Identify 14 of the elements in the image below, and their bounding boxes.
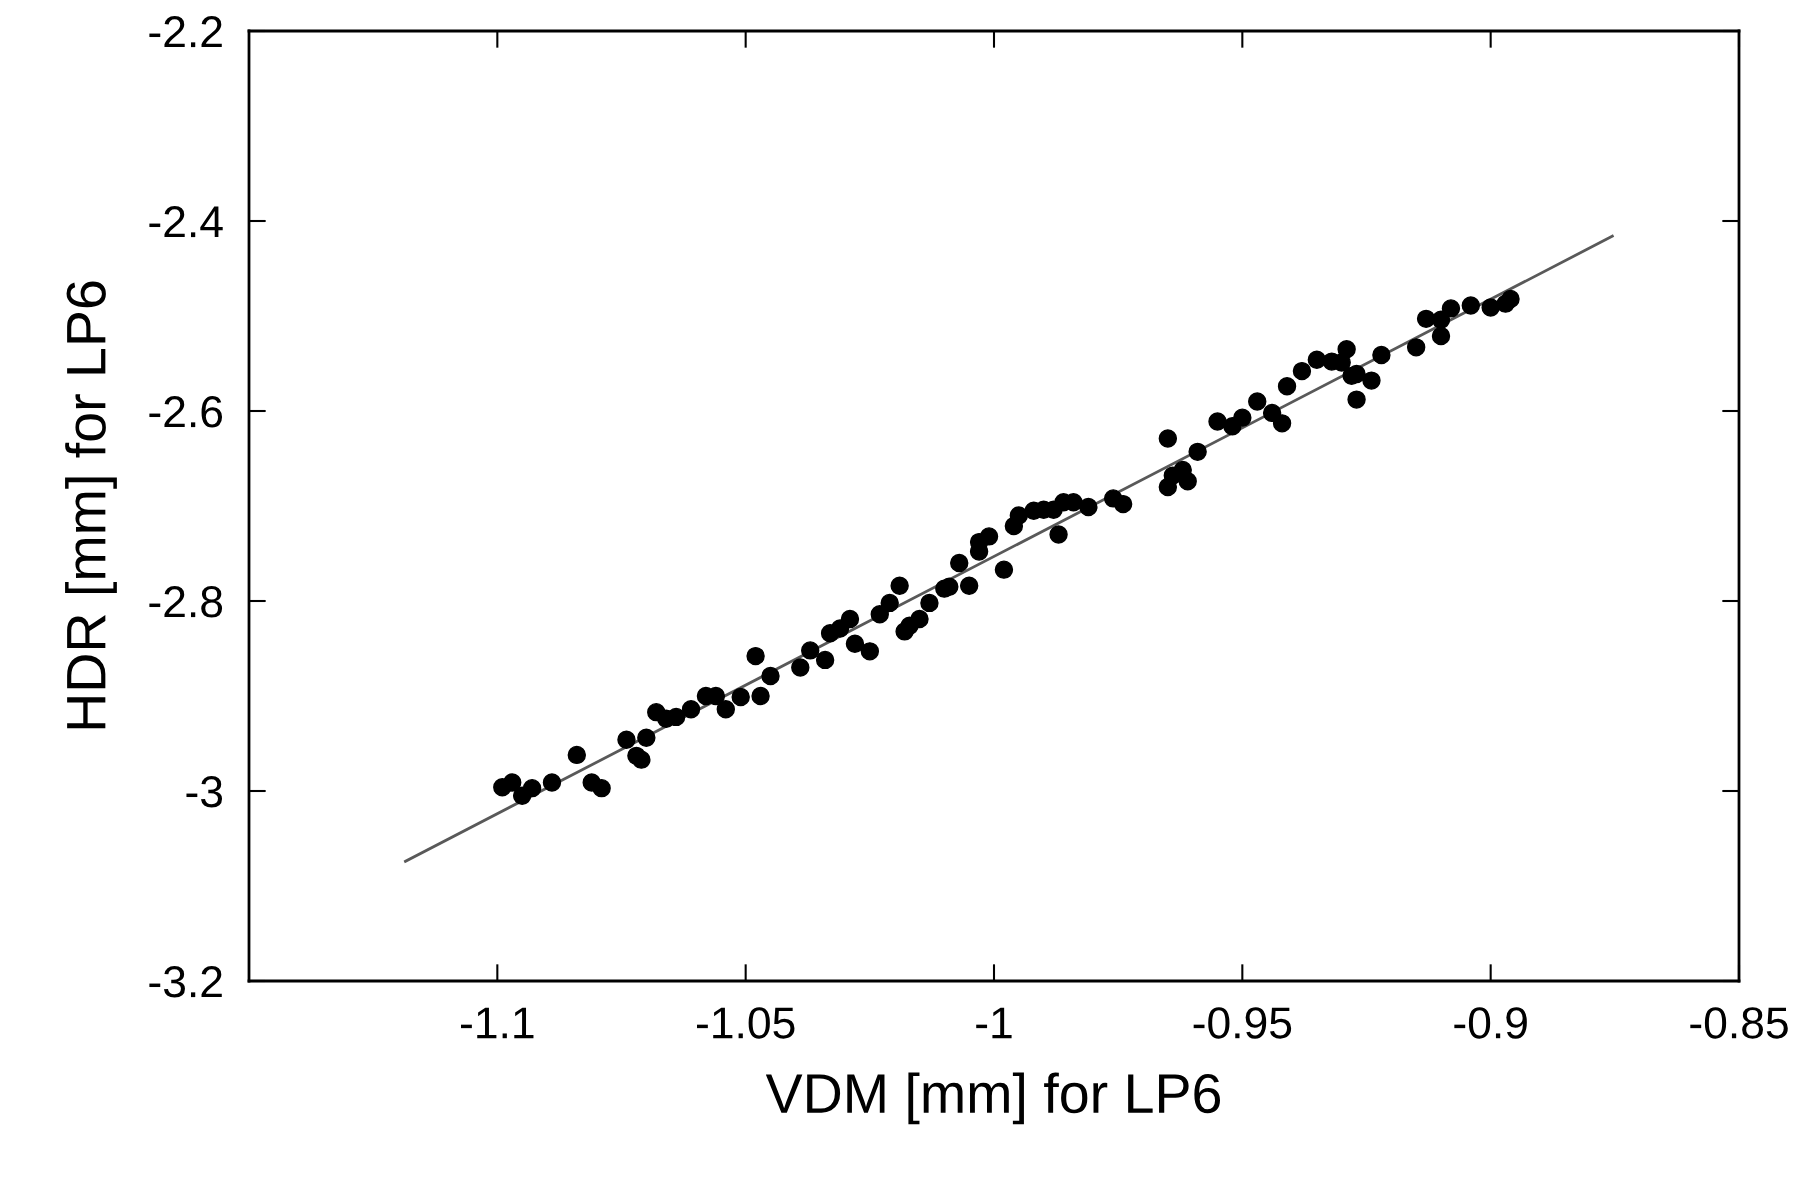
y-tick-label: -2.2 xyxy=(149,16,222,48)
y-tick-label: -2.6 xyxy=(149,396,223,428)
y-tick-label: -2.4 xyxy=(149,206,223,238)
y-axis-title: HDR [mm] for LP6 xyxy=(65,281,117,729)
x-tick-label: -1.05 xyxy=(696,1007,795,1039)
x-axis-title: VDM [mm] for LP6 xyxy=(765,1072,1220,1125)
x-tick-label: -0.85 xyxy=(1690,1007,1788,1039)
y-tick-label: -2.8 xyxy=(149,586,223,618)
x-tick-label: -1.1 xyxy=(461,1007,534,1039)
x-tick-label: -0.95 xyxy=(1193,1007,1292,1039)
y-tick-label: -3 xyxy=(186,776,223,808)
x-tick-label: -0.9 xyxy=(1454,1007,1527,1039)
x-tick-label: -1 xyxy=(976,1007,1012,1039)
y-tick-label: -3.2 xyxy=(149,966,222,998)
